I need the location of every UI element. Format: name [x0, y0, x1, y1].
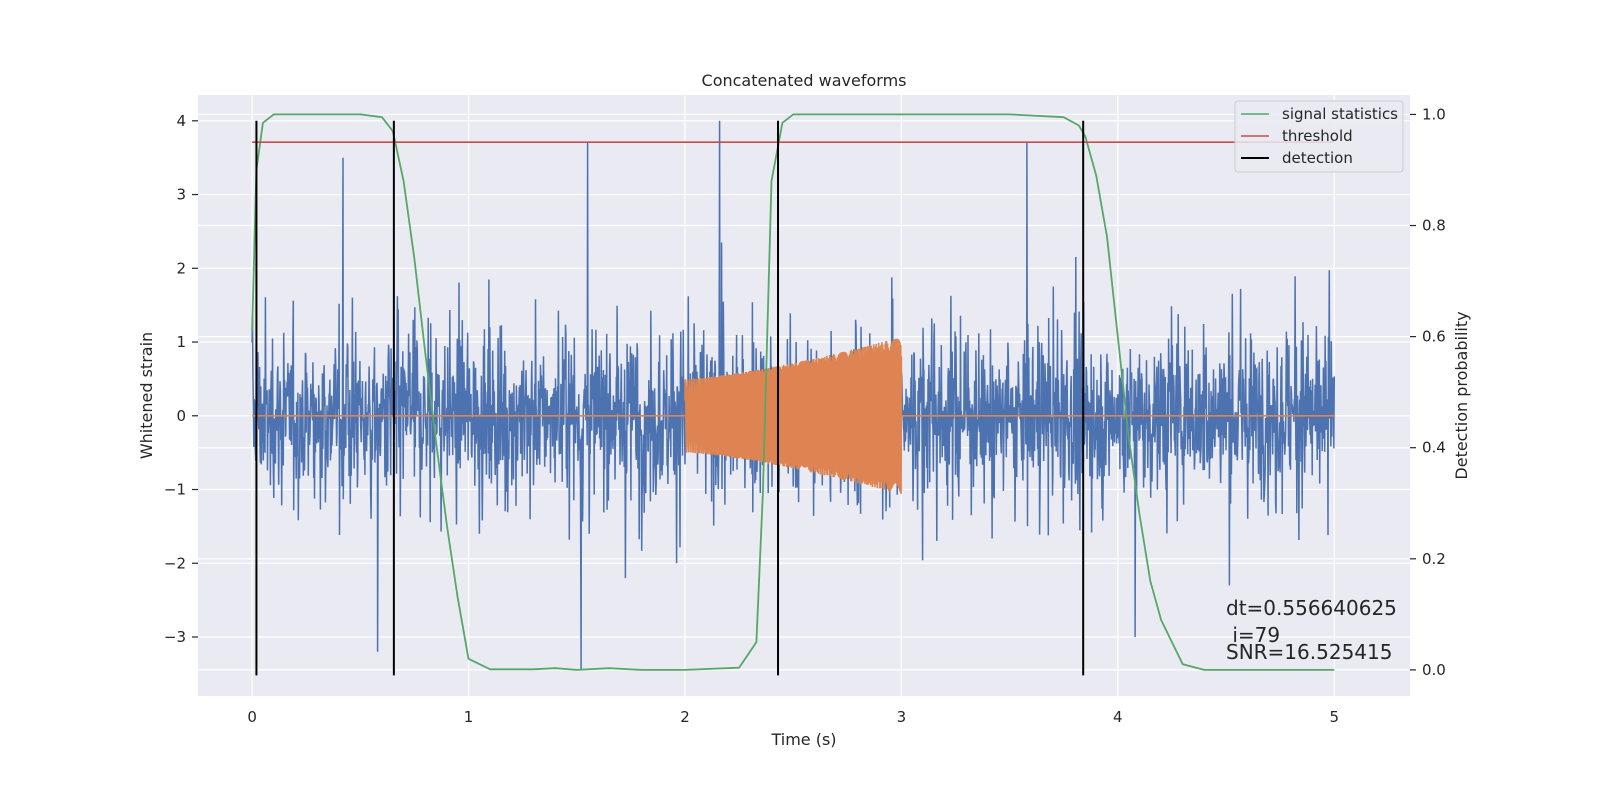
y-tick-label: −3	[164, 628, 186, 646]
y-axis-ticks: −3 −2 −1 0 1 2 3 4	[164, 112, 198, 646]
y-tick-label: 4	[176, 112, 186, 130]
y-tick-label: 2	[176, 259, 186, 277]
y2-tick-label: 1.0	[1422, 105, 1446, 123]
x-tick-label: 0	[247, 708, 257, 726]
template-chirp	[684, 338, 903, 494]
y2-axis-label: Detection probability	[1452, 311, 1471, 479]
signal-statistics-line	[251, 113, 1335, 671]
legend-box	[1234, 100, 1404, 173]
annotation-dt: dt=0.556640625	[1226, 596, 1397, 620]
legend-label-detection: detection	[1282, 149, 1353, 167]
chart-title: Concatenated waveforms	[702, 71, 907, 90]
legend-label-threshold: threshold	[1282, 127, 1353, 145]
y-axis-label: Whitened strain	[137, 332, 156, 459]
annotation-index: i=79	[1226, 623, 1280, 647]
y2-tick-label: 0.4	[1422, 439, 1446, 457]
x-tick-label: 1	[464, 708, 474, 726]
y2-axis-ticks: 0.0 0.2 0.4 0.6 0.8 1.0	[1410, 105, 1446, 679]
y2-tick-label: 0.8	[1422, 217, 1446, 235]
x-tick-label: 3	[897, 708, 907, 726]
y-tick-label: −1	[164, 481, 186, 499]
y-tick-label: −2	[164, 554, 186, 572]
x-tick-label: 5	[1329, 708, 1339, 726]
x-axis-label: Time (s)	[770, 730, 836, 749]
y2-tick-label: 0.0	[1422, 661, 1446, 679]
y2-tick-label: 0.2	[1422, 550, 1446, 568]
y-tick-label: 0	[176, 407, 186, 425]
noise-series	[251, 120, 1336, 671]
y2-tick-label: 0.6	[1422, 328, 1446, 346]
signal-statistics-series	[251, 113, 1335, 671]
template-series	[252, 338, 1335, 494]
annotation-snr: SNR=16.525415	[1226, 640, 1392, 664]
detection-series	[255, 120, 1085, 676]
legend: signal statistics threshold detection	[1234, 100, 1404, 173]
x-axis-ticks: 0 1 2 3 4 5	[247, 708, 1339, 726]
noise-line	[251, 120, 1336, 671]
legend-label-signal-statistics: signal statistics	[1282, 105, 1398, 123]
y-tick-label: 1	[176, 333, 186, 351]
x-tick-label: 4	[1113, 708, 1123, 726]
y-tick-label: 3	[176, 186, 186, 204]
x-tick-label: 2	[680, 708, 690, 726]
